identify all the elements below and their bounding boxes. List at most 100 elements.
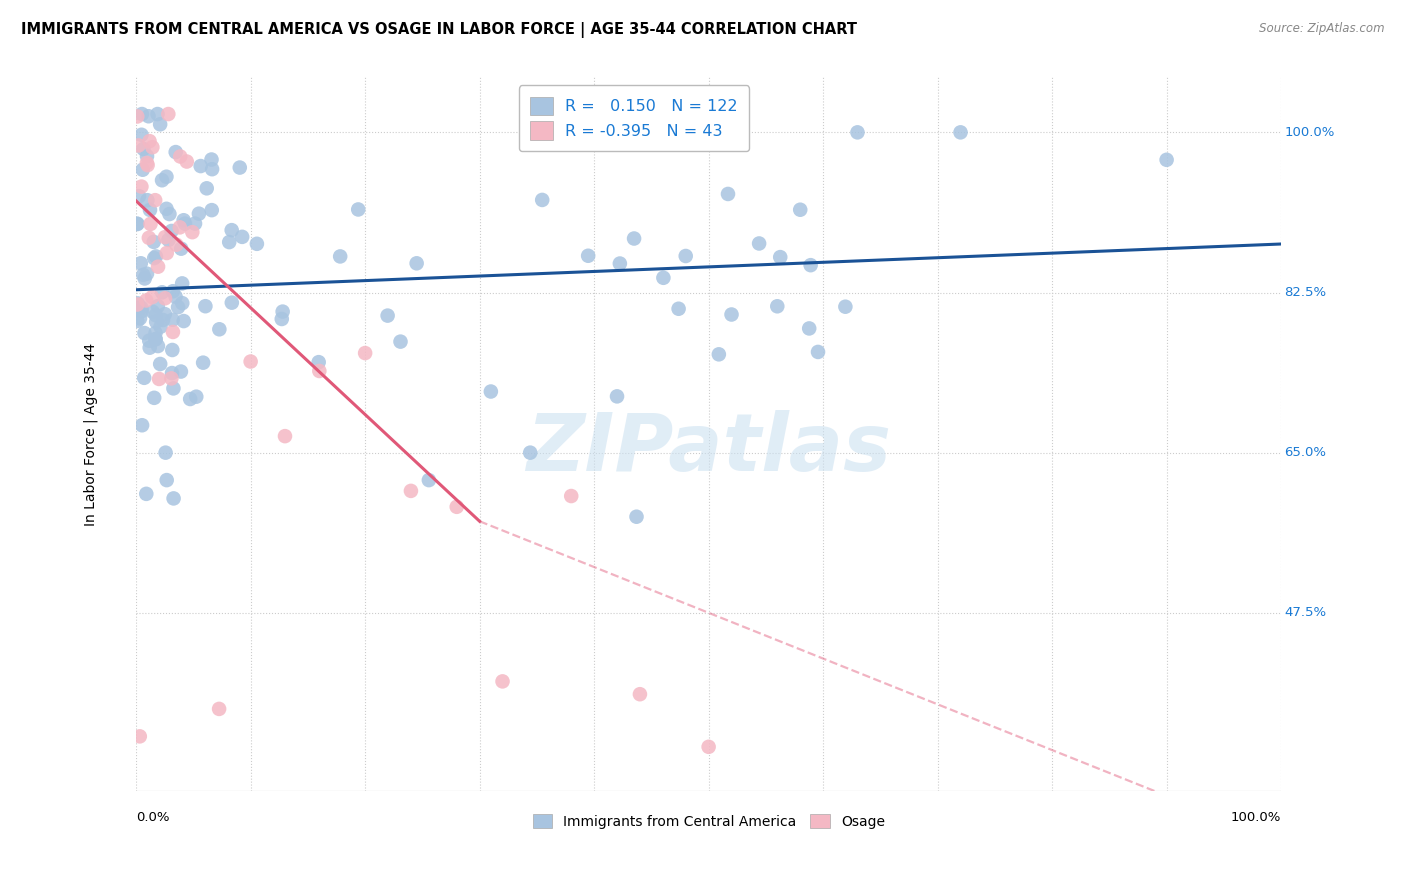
Point [609, 256, 631, 270]
Point [707, 347, 730, 361]
Point [145, 315, 167, 329]
Point [127, 296, 149, 310]
Point [519, 445, 541, 459]
Text: 47.5%: 47.5% [1285, 607, 1327, 619]
Point [195, 181, 218, 195]
Point [131, 418, 153, 433]
Point [150, 173, 173, 187]
Point [129, 311, 152, 326]
Point [131, 162, 153, 177]
Text: 82.5%: 82.5% [1285, 286, 1327, 299]
Point [246, 236, 269, 251]
Point [176, 154, 198, 169]
Point [239, 354, 262, 368]
Point [160, 366, 183, 380]
Point [201, 203, 224, 218]
Point [162, 285, 184, 299]
Point [201, 162, 224, 177]
Point [231, 230, 253, 244]
Text: 0.0%: 0.0% [136, 812, 170, 824]
Point [675, 249, 697, 263]
Point [271, 304, 294, 318]
Point [446, 500, 468, 514]
Point [145, 332, 167, 346]
Point [169, 149, 191, 163]
Point [138, 109, 160, 123]
Point [131, 301, 153, 315]
Point [134, 326, 156, 340]
Point [155, 169, 177, 184]
Point [136, 149, 159, 163]
Point [200, 153, 222, 167]
Point [128, 301, 150, 315]
Point [135, 293, 157, 308]
Point [170, 365, 193, 379]
Point [138, 231, 160, 245]
Point [143, 193, 166, 207]
Point [142, 235, 165, 249]
Point [148, 372, 170, 386]
Point [800, 258, 823, 272]
Point [308, 364, 330, 378]
Point [143, 251, 166, 265]
Point [606, 389, 628, 403]
Point [129, 256, 152, 270]
Point [172, 277, 194, 291]
Point [146, 107, 169, 121]
Point [149, 319, 172, 334]
Point [172, 296, 194, 310]
Point [135, 487, 157, 501]
Point [799, 321, 821, 335]
Point [184, 217, 207, 231]
Point [221, 223, 243, 237]
Point [748, 236, 770, 251]
Point [479, 384, 502, 399]
Point [131, 304, 153, 318]
Point [181, 225, 204, 239]
Point [146, 339, 169, 353]
Point [308, 355, 330, 369]
Point [697, 739, 720, 754]
Point [173, 314, 195, 328]
Point [149, 117, 172, 131]
Point [162, 343, 184, 357]
Point [145, 308, 167, 322]
Point [162, 381, 184, 395]
Point [194, 299, 217, 313]
Point [491, 674, 513, 689]
Point [127, 110, 149, 124]
Point [389, 334, 412, 349]
Point [174, 217, 197, 231]
Point [132, 268, 155, 282]
Point [190, 159, 212, 173]
Point [720, 308, 742, 322]
Text: Source: ZipAtlas.com: Source: ZipAtlas.com [1260, 22, 1385, 36]
Point [131, 128, 153, 142]
Point [652, 270, 675, 285]
Point [145, 332, 167, 346]
Point [169, 220, 191, 235]
Point [208, 322, 231, 336]
Point [146, 260, 169, 274]
Text: 100.0%: 100.0% [1230, 812, 1281, 824]
Point [128, 730, 150, 744]
Point [128, 189, 150, 203]
Point [156, 473, 179, 487]
Text: IMMIGRANTS FROM CENTRAL AMERICA VS OSAGE IN LABOR FORCE | AGE 35-44 CORRELATION : IMMIGRANTS FROM CENTRAL AMERICA VS OSAGE… [21, 22, 858, 38]
Point [145, 326, 167, 340]
Point [846, 125, 869, 139]
Point [146, 299, 169, 313]
Point [218, 235, 240, 249]
Point [157, 107, 180, 121]
Point [626, 509, 648, 524]
Point [141, 140, 163, 154]
Point [149, 357, 172, 371]
Point [274, 429, 297, 443]
Point [208, 702, 231, 716]
Point [138, 334, 160, 348]
Point [143, 391, 166, 405]
Point [167, 300, 190, 314]
Point [789, 202, 811, 217]
Point [156, 246, 179, 260]
Point [1156, 153, 1178, 167]
